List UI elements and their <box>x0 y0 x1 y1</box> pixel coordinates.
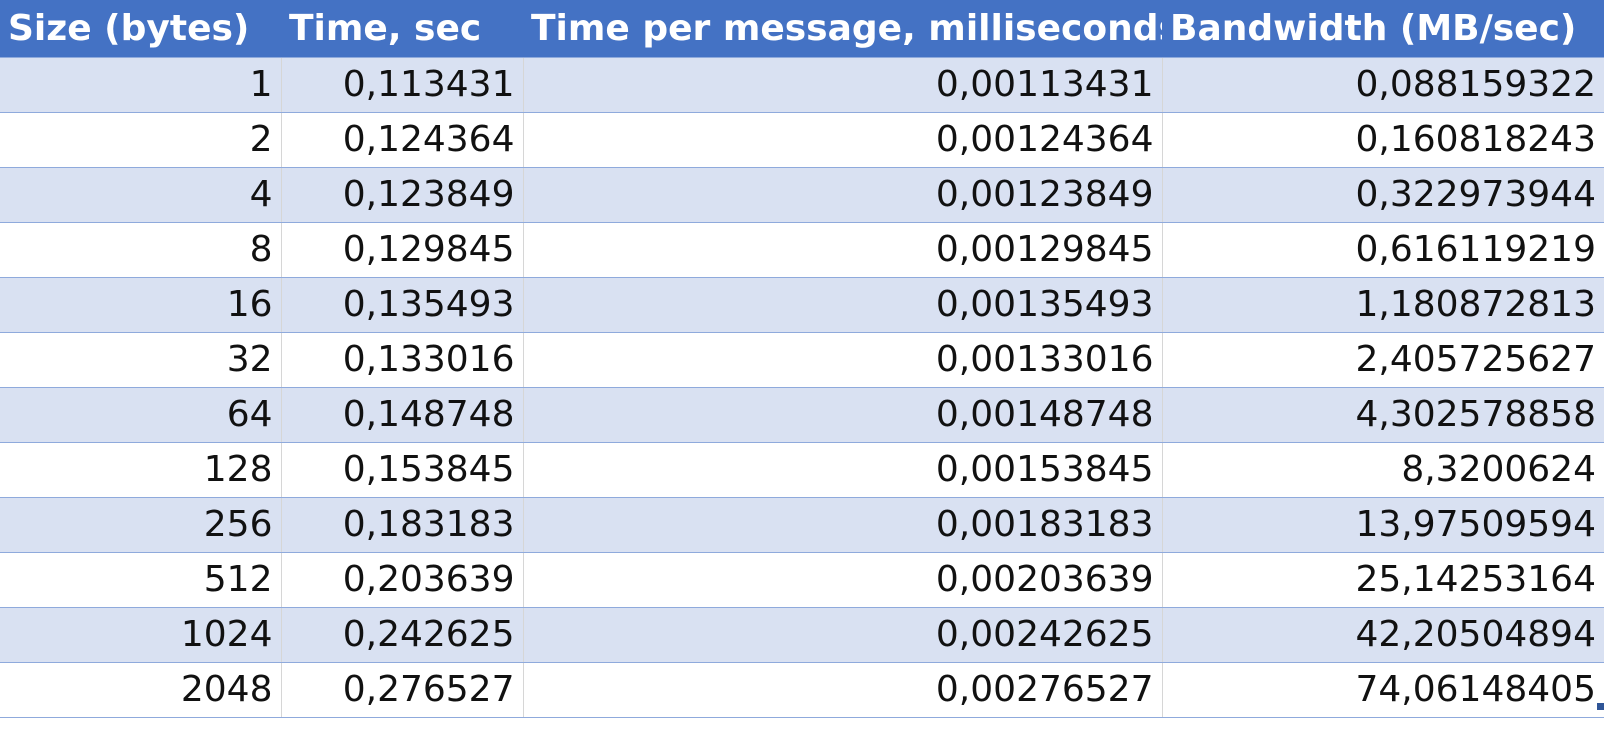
cell-time[interactable]: 0,242625 <box>280 606 523 663</box>
cell-bandwidth[interactable]: 0,160818243 <box>1161 111 1604 168</box>
cell-time[interactable]: 0,133016 <box>280 331 523 388</box>
cell-size[interactable]: 8 <box>0 221 281 278</box>
header-row: Size (bytes) Time, sec Time per message,… <box>0 0 1604 57</box>
table-row: 2048 0,276527 0,00276527 74,06148405 <box>0 661 1604 718</box>
cell-bandwidth[interactable]: 42,20504894 <box>1161 606 1604 663</box>
cell-time[interactable]: 0,123849 <box>280 166 523 223</box>
cell-time-per-message[interactable]: 0,00276527 <box>522 661 1162 718</box>
cell-size[interactable]: 32 <box>0 331 281 388</box>
cell-size[interactable]: 512 <box>0 551 281 608</box>
table-row: 128 0,153845 0,00153845 8,3200624 <box>0 441 1604 498</box>
cell-size[interactable]: 16 <box>0 276 281 333</box>
cell-time-per-message[interactable]: 0,00203639 <box>522 551 1162 608</box>
cell-time-per-message[interactable]: 0,00183183 <box>522 496 1162 553</box>
cell-time-per-message[interactable]: 0,00148748 <box>522 386 1162 443</box>
table-row: 512 0,203639 0,00203639 25,14253164 <box>0 551 1604 608</box>
cell-bandwidth[interactable]: 25,14253164 <box>1161 551 1604 608</box>
cell-time[interactable]: 0,113431 <box>280 56 523 113</box>
cell-time-per-message[interactable]: 0,00123849 <box>522 166 1162 223</box>
cell-time[interactable]: 0,276527 <box>280 661 523 718</box>
cell-time[interactable]: 0,183183 <box>280 496 523 553</box>
cell-bandwidth[interactable]: 13,97509594 <box>1161 496 1604 553</box>
cell-bandwidth[interactable]: 8,3200624 <box>1161 441 1604 498</box>
cell-time-per-message[interactable]: 0,00129845 <box>522 221 1162 278</box>
cell-time[interactable]: 0,124364 <box>280 111 523 168</box>
cell-bandwidth[interactable]: 0,322973944 <box>1161 166 1604 223</box>
cell-size[interactable]: 128 <box>0 441 281 498</box>
cell-bandwidth[interactable]: 0,616119219 <box>1161 221 1604 278</box>
table-row: 32 0,133016 0,00133016 2,405725627 <box>0 331 1604 388</box>
cell-time[interactable]: 0,148748 <box>280 386 523 443</box>
cell-size[interactable]: 1024 <box>0 606 281 663</box>
cell-size[interactable]: 2 <box>0 111 281 168</box>
cell-size[interactable]: 1 <box>0 56 281 113</box>
cell-bandwidth[interactable]: 2,405725627 <box>1161 331 1604 388</box>
table-row: 16 0,135493 0,00135493 1,180872813 <box>0 276 1604 333</box>
cell-size[interactable]: 64 <box>0 386 281 443</box>
cell-time-per-message[interactable]: 0,00133016 <box>522 331 1162 388</box>
cell-time-per-message[interactable]: 0,00242625 <box>522 606 1162 663</box>
cell-time-per-message[interactable]: 0,00153845 <box>522 441 1162 498</box>
table-row: 4 0,123849 0,00123849 0,322973944 <box>0 166 1604 223</box>
cell-bandwidth[interactable]: 74,06148405 <box>1161 661 1604 718</box>
header-bandwidth[interactable]: Bandwidth (MB/sec) <box>1162 0 1604 57</box>
cell-bandwidth[interactable]: 4,302578858 <box>1161 386 1604 443</box>
header-time-per-message[interactable]: Time per message, milliseconds <box>523 0 1162 57</box>
table-resize-handle[interactable] <box>1597 703 1604 710</box>
header-time[interactable]: Time, sec <box>281 0 523 57</box>
table-row: 256 0,183183 0,00183183 13,97509594 <box>0 496 1604 553</box>
cell-time-per-message[interactable]: 0,00135493 <box>522 276 1162 333</box>
cell-time[interactable]: 0,153845 <box>280 441 523 498</box>
table-row: 1 0,113431 0,00113431 0,088159322 <box>0 56 1604 113</box>
cell-size[interactable]: 4 <box>0 166 281 223</box>
header-size[interactable]: Size (bytes) <box>0 0 281 57</box>
cell-time[interactable]: 0,203639 <box>280 551 523 608</box>
cell-time[interactable]: 0,129845 <box>280 221 523 278</box>
table-row: 64 0,148748 0,00148748 4,302578858 <box>0 386 1604 443</box>
cell-size[interactable]: 2048 <box>0 661 281 718</box>
cell-time[interactable]: 0,135493 <box>280 276 523 333</box>
cell-time-per-message[interactable]: 0,00124364 <box>522 111 1162 168</box>
cell-bandwidth[interactable]: 0,088159322 <box>1161 56 1604 113</box>
table-row: 1024 0,242625 0,00242625 42,20504894 <box>0 606 1604 663</box>
table-row: 2 0,124364 0,00124364 0,160818243 <box>0 111 1604 168</box>
cell-time-per-message[interactable]: 0,00113431 <box>522 56 1162 113</box>
cell-bandwidth[interactable]: 1,180872813 <box>1161 276 1604 333</box>
table-row: 8 0,129845 0,00129845 0,616119219 <box>0 221 1604 278</box>
cell-size[interactable]: 256 <box>0 496 281 553</box>
